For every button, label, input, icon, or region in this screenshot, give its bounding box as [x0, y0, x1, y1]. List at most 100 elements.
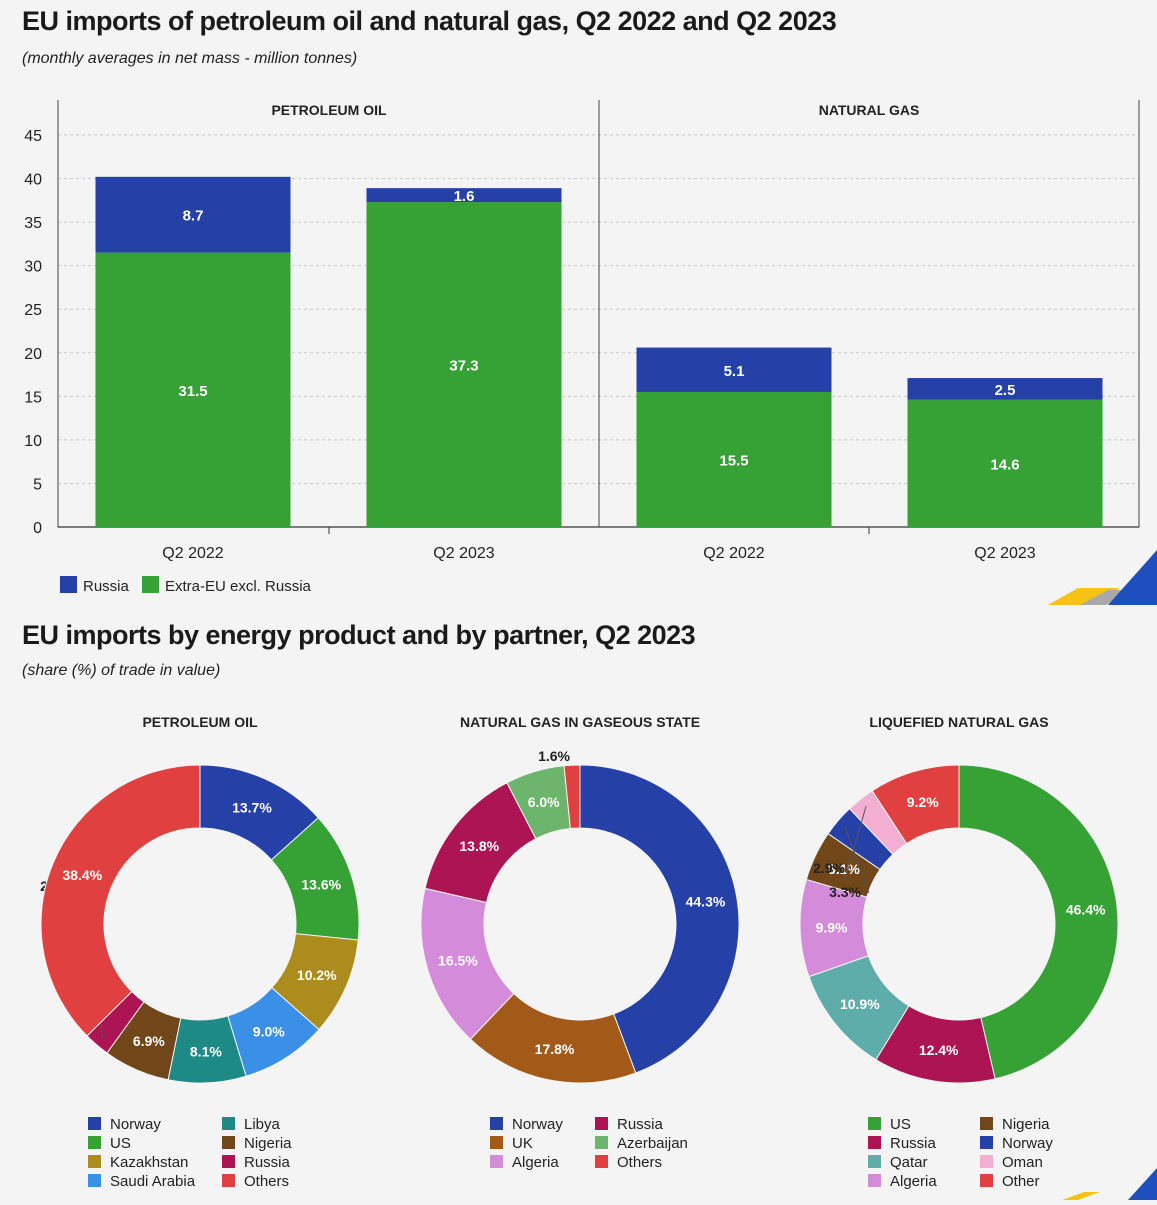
stacked-bar-chart: 0 5 10 15 20 25 30 35 40 45 PETROLEUM OIL NATURAL G…: [24, 100, 1140, 595]
slice-label: 9.9%: [816, 919, 848, 935]
legend-label: US: [890, 1116, 911, 1133]
donut-title: NATURAL GAS IN GASEOUS STATE: [460, 714, 700, 730]
y-tick-label: 45: [24, 128, 42, 145]
legend-label: Nigeria: [1002, 1116, 1050, 1133]
legend-swatch: [490, 1136, 503, 1149]
donut-title: LIQUEFIED NATURAL GAS: [869, 714, 1048, 730]
bar-segment: [95, 252, 291, 527]
legend-swatch: [490, 1117, 503, 1130]
y-tick-label: 0: [33, 520, 42, 537]
brand-stripes-bottom: [1060, 1160, 1157, 1200]
panel-title: NATURAL GAS: [819, 102, 920, 118]
legend-label: Norway: [110, 1116, 161, 1133]
slice-label: 44.3%: [686, 893, 726, 909]
x-tick-label: Q2 2023: [974, 545, 1035, 562]
legend-label: Norway: [512, 1116, 563, 1133]
legend-label: Russia: [890, 1135, 937, 1152]
legend-swatch: [595, 1136, 608, 1149]
legend-label: Libya: [244, 1116, 281, 1133]
legend-swatch: [222, 1117, 235, 1130]
slice-label: 16.5%: [438, 953, 478, 969]
slice-label: 13.6%: [301, 876, 341, 892]
legend-swatch: [595, 1155, 608, 1168]
legend-swatch: [490, 1155, 503, 1168]
bar-segment: [366, 188, 562, 203]
legend-label: Russia: [83, 578, 130, 595]
donut-chart-3: LIQUEFIED NATURAL GAS 46.4% 12.4% 10.9% 9.9%…: [799, 714, 1119, 1190]
y-tick-label: 10: [24, 433, 42, 450]
bar-segment: [95, 176, 291, 253]
legend-swatch: [980, 1117, 993, 1130]
y-tick-label: 15: [24, 389, 42, 406]
x-tick-label: Q2 2022: [162, 545, 223, 562]
legend-label: Kazakhstan: [110, 1154, 188, 1171]
slice-label-outside: 3.3%: [829, 884, 861, 900]
bar-value-label: 15.5: [719, 452, 748, 469]
y-tick-label: 20: [24, 346, 42, 363]
bar-value-label: 1.6: [454, 188, 475, 205]
slice-label: 6.9%: [133, 1033, 165, 1049]
donut-charts: PETROLEUM OIL 13.7% 13.6% 10.2% 9.0% 8.1% 6.9%…: [40, 714, 1119, 1190]
chart2-subtitle: (share (%) of trade in value): [22, 662, 221, 679]
bar-value-label: 37.3: [449, 358, 478, 375]
chart2-title: EU imports by energy product and by part…: [22, 620, 696, 650]
bar-segment: [636, 347, 832, 392]
y-tick-label: 35: [24, 215, 42, 232]
legend-label: Algeria: [512, 1154, 559, 1171]
slice-label: 8.1%: [190, 1043, 222, 1059]
donut-slice: [563, 764, 581, 830]
chart1-title: EU imports of petroleum oil and natural …: [22, 6, 837, 36]
legend-label: Algeria: [890, 1173, 937, 1190]
x-tick-label: Q2 2022: [703, 545, 764, 562]
slice-label: 12.4%: [919, 1042, 959, 1058]
slice-label-outside: 2.9%: [813, 860, 845, 876]
brand-stripes-top: [1048, 548, 1157, 605]
x-tick-label: Q2 2023: [433, 545, 494, 562]
y-tick-label: 30: [24, 259, 42, 276]
bar-value-label: 8.7: [183, 208, 204, 225]
bar-segment: [907, 378, 1103, 400]
bar-segment: [366, 202, 562, 527]
legend-label: Nigeria: [244, 1135, 292, 1152]
slice-label: 17.8%: [535, 1041, 575, 1057]
legend-swatch: [595, 1117, 608, 1130]
slice-label: 10.2%: [297, 967, 337, 983]
donut-slice: [579, 764, 740, 1074]
slice-label: 13.7%: [232, 800, 272, 816]
legend-swatch: [222, 1174, 235, 1187]
slice-label: 9.2%: [907, 794, 939, 810]
bar-value-label: 14.6: [990, 456, 1019, 473]
legend-label: Russia: [617, 1116, 664, 1133]
slice-label: 13.8%: [459, 838, 499, 854]
slice-label: 5.1%: [828, 861, 860, 877]
y-tick-label: 5: [33, 476, 42, 493]
legend-label: Azerbaijan: [617, 1135, 688, 1152]
legend-label: Qatar: [890, 1154, 928, 1171]
legend-label: US: [110, 1135, 131, 1152]
legend-label: Others: [617, 1154, 662, 1171]
legend-label: Extra-EU excl. Russia: [165, 578, 312, 595]
legend-swatch: [222, 1136, 235, 1149]
bar-value-label: 5.1: [724, 363, 745, 380]
panel-title: PETROLEUM OIL: [271, 102, 387, 118]
donut-slice: [40, 764, 201, 1037]
bar-segment: [907, 399, 1103, 527]
legend-swatch: [142, 576, 159, 593]
donut-title: PETROLEUM OIL: [142, 714, 258, 730]
donut-slice: [871, 764, 960, 845]
legend-label: UK: [512, 1135, 533, 1152]
slice-label: 46.4%: [1066, 901, 1106, 917]
leader-line: [844, 806, 867, 881]
donut-chart-1: PETROLEUM OIL 13.7% 13.6% 10.2% 9.0% 8.1% 6.9%…: [40, 714, 360, 1190]
legend-label: Russia: [244, 1154, 291, 1171]
legend-swatch: [88, 1174, 101, 1187]
legend-label: Norway: [1002, 1135, 1053, 1152]
chart1-subtitle: (monthly averages in net mass - million …: [22, 50, 358, 67]
bar-segment: [636, 391, 832, 527]
donut-slice: [958, 764, 1119, 1080]
legend-label: Oman: [1002, 1154, 1043, 1171]
legend-swatch: [868, 1174, 881, 1187]
bar-value-label: 31.5: [178, 383, 207, 400]
legend-swatch: [88, 1117, 101, 1130]
legend-swatch: [868, 1155, 881, 1168]
